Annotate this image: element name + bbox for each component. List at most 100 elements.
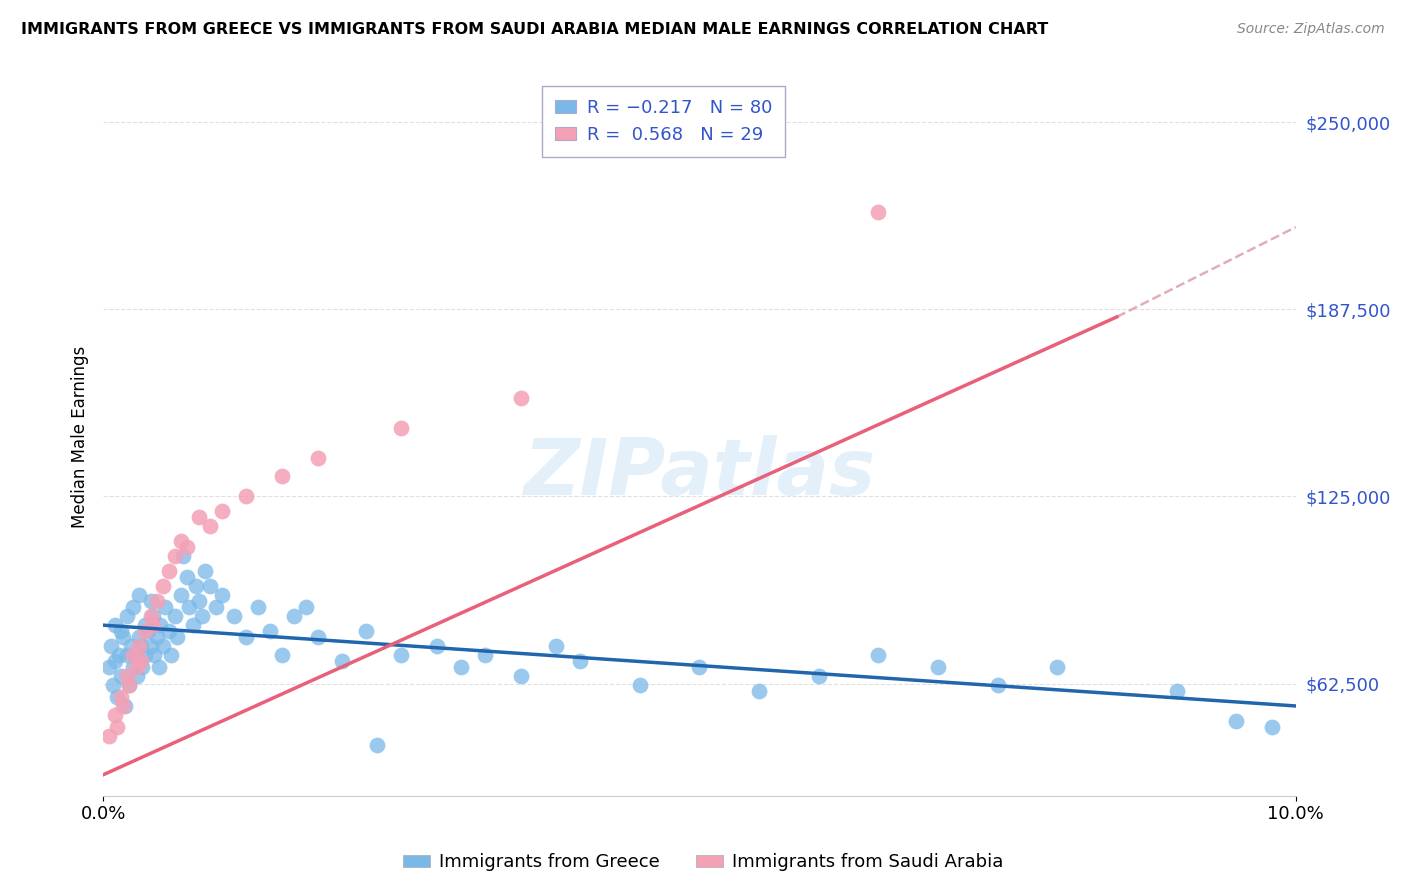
Point [153,600,176,615]
Point [104,708,127,723]
Point [110,624,132,639]
Point [122,648,145,662]
Point [509,391,531,405]
Point [927,660,949,674]
Point [200,519,222,533]
Point [283,609,305,624]
Point [474,648,496,662]
Point [1046,660,1069,674]
Point [271,468,294,483]
Point [134,618,156,632]
Point [128,588,150,602]
Point [868,205,890,219]
Point [235,490,257,504]
Point [129,654,152,668]
Point [100,639,122,653]
Point [807,669,830,683]
Point [139,639,162,653]
Point [110,690,132,704]
Point [450,660,472,674]
Point [146,630,169,644]
Point [187,510,209,524]
Point [152,639,174,653]
Point [354,624,377,639]
Point [295,600,318,615]
Point [181,618,204,632]
Point [118,678,141,692]
Point [120,639,142,653]
Point [1166,684,1188,698]
Point [628,678,651,692]
Point [1225,714,1247,728]
Point [98,729,121,743]
Point [166,630,188,644]
Point [107,648,129,662]
Point [688,660,710,674]
Point [160,648,183,662]
Point [104,654,127,668]
Point [134,624,156,639]
Point [748,684,770,698]
Point [211,588,233,602]
Point [148,660,170,674]
Point [124,648,146,662]
Point [115,648,138,662]
Point [172,549,194,564]
Point [224,609,246,624]
Legend: R = −0.217   N = 80, R =  0.568   N = 29: R = −0.217 N = 80, R = 0.568 N = 29 [543,87,785,157]
Text: ZIPatlas: ZIPatlas [523,434,876,510]
Point [569,654,592,668]
Point [186,579,208,593]
Point [176,570,198,584]
Point [142,609,165,624]
Point [389,648,412,662]
Legend: Immigrants from Greece, Immigrants from Saudi Arabia: Immigrants from Greece, Immigrants from … [395,847,1011,879]
Point [1261,720,1284,734]
Point [307,630,329,644]
Text: Source: ZipAtlas.com: Source: ZipAtlas.com [1237,22,1385,37]
Point [115,609,138,624]
Point [125,669,148,683]
Point [115,669,138,683]
Point [163,549,186,564]
Point [134,648,156,662]
Point [139,609,162,624]
Point [112,698,135,713]
Point [104,618,127,632]
Point [366,738,388,752]
Point [169,588,191,602]
Point [122,600,145,615]
Point [987,678,1010,692]
Point [110,669,132,683]
Point [426,639,449,653]
Point [128,630,150,644]
Point [546,639,568,653]
Point [191,609,214,624]
Point [139,594,162,608]
Point [118,678,141,692]
Point [247,600,270,615]
Point [307,450,329,465]
Point [146,594,169,608]
Point [107,690,129,704]
Point [98,660,121,674]
Point [128,639,150,653]
Point [157,624,180,639]
Point [138,624,160,639]
Point [868,648,890,662]
Point [200,579,222,593]
Point [187,594,209,608]
Point [176,541,198,555]
Point [122,660,145,674]
Point [152,579,174,593]
Point [101,678,124,692]
Point [169,534,191,549]
Point [271,648,294,662]
Point [330,654,353,668]
Point [163,609,186,624]
Point [235,630,257,644]
Point [143,648,166,662]
Y-axis label: Median Male Earnings: Median Male Earnings [72,345,89,528]
Point [157,564,180,578]
Point [177,600,200,615]
